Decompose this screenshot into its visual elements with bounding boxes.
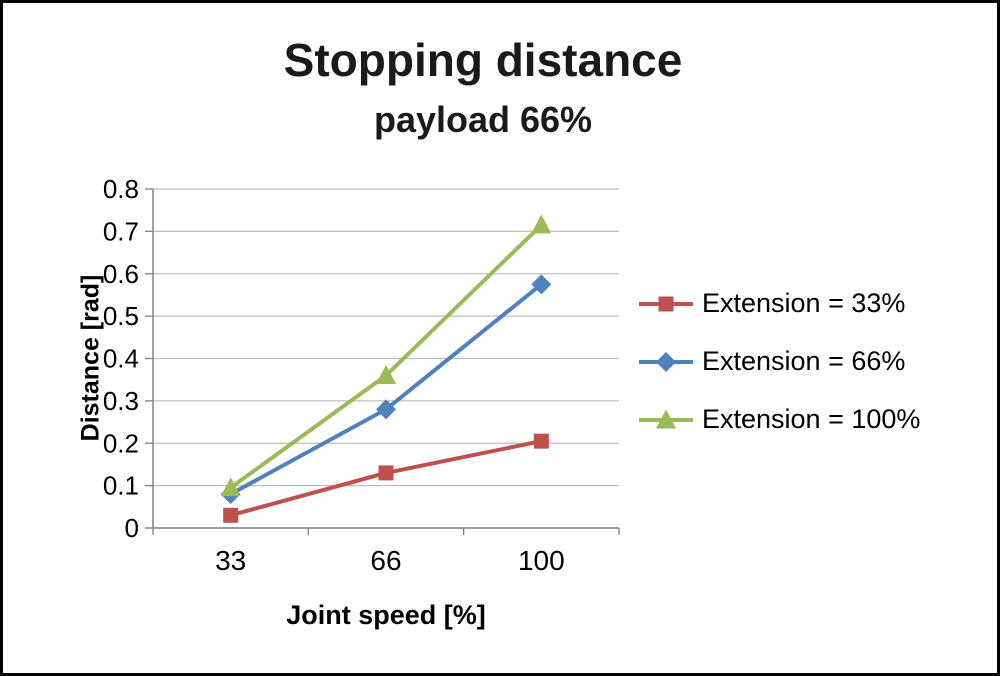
x-tick-label: 33	[215, 545, 246, 576]
plot-area: 0 0.1 0.2 0.3 0.4 0.5 0.6 0.7 0.8 33 66 100	[103, 174, 620, 576]
chart-title: Stopping distance	[283, 34, 683, 86]
series-line	[228, 223, 544, 490]
x-axis-title: Joint speed [%]	[286, 600, 486, 630]
y-tick-label: 0.7	[103, 216, 139, 246]
legend-label: Extension = 66%	[702, 346, 906, 376]
legend: Extension = 33% Extension = 66% Extension …	[637, 288, 920, 435]
y-tick-label: 0.4	[103, 344, 139, 374]
legend-label: Extension = 33%	[702, 288, 906, 318]
legend-item: Extension = 33%	[637, 288, 920, 319]
y-tick-label: 0.6	[103, 259, 139, 289]
legend-label: Extension = 100%	[702, 404, 921, 434]
y-tick-label: 0.1	[103, 471, 139, 501]
y-tick-label: 0.2	[103, 428, 139, 458]
square-marker-icon	[639, 296, 693, 311]
y-tick-label: 0.8	[103, 174, 139, 204]
y-tick-label: 0.5	[103, 301, 139, 331]
x-tick-label: 66	[370, 545, 401, 576]
y-tick-label: 0	[125, 513, 139, 543]
legend-item: Extension = 66%	[637, 346, 920, 377]
chart-subtitle: payload 66%	[373, 99, 593, 140]
legend-item: Extension = 100%	[637, 404, 920, 435]
y-tick-label: 0.3	[103, 386, 139, 416]
triangle-marker-icon	[639, 409, 693, 428]
x-tick-label: 100	[518, 545, 565, 576]
y-axis-title: Distance [rad]	[76, 274, 105, 442]
diamond-marker-icon	[639, 351, 693, 372]
